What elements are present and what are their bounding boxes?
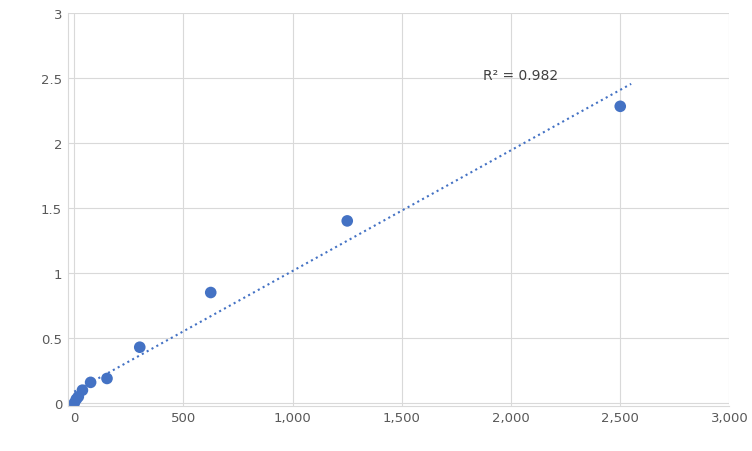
Point (205, 289, 217, 296)
Point (341, 218, 353, 225)
Point (72, 393, 84, 400)
Point (101, 375, 113, 382)
Point (68, 400, 80, 407)
Point (77, 387, 89, 394)
Point (70, 396, 82, 403)
Point (614, 103, 626, 110)
Text: R² = 0.982: R² = 0.982 (483, 69, 558, 83)
Point (84, 379, 96, 386)
Point (134, 344, 146, 351)
